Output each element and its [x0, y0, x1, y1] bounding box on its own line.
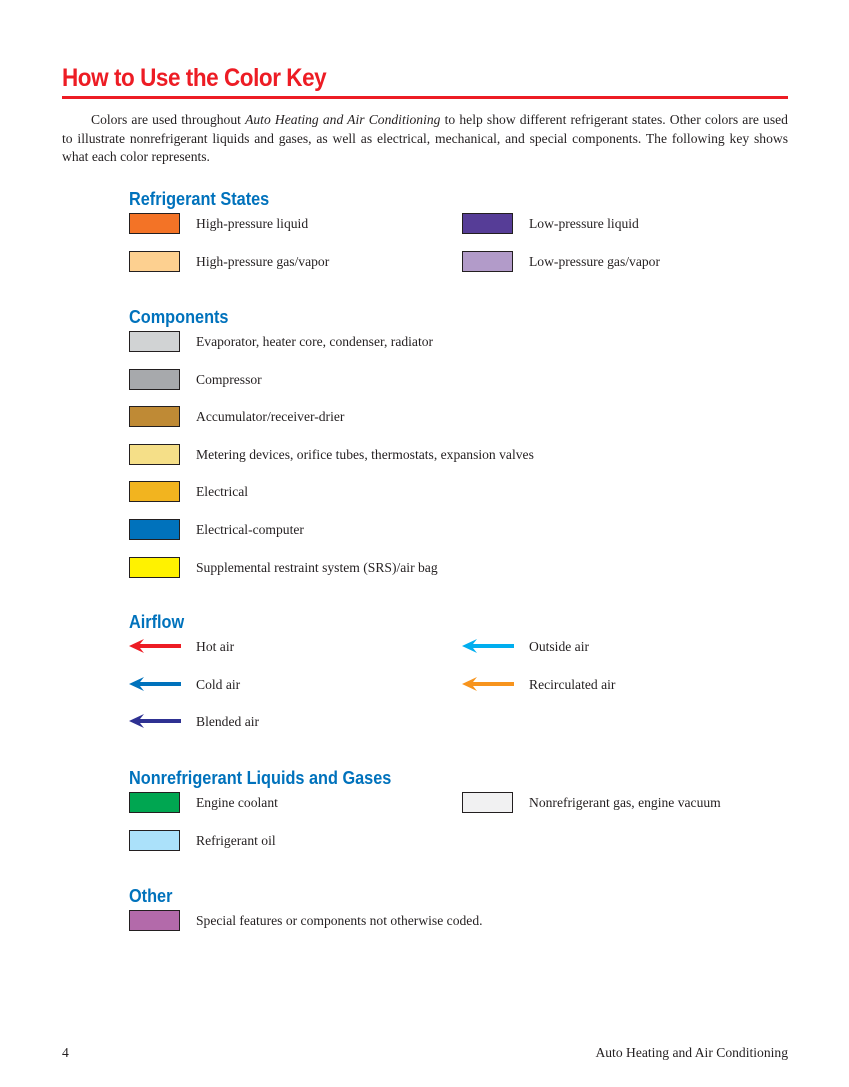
arrow-left-icon: [129, 714, 181, 729]
key-label: Electrical-computer: [196, 522, 304, 537]
intro-text: Colors are used throughout: [91, 112, 246, 127]
airflow-heading: Airflow: [129, 611, 185, 632]
title-rule: [62, 96, 788, 99]
running-footer: Auto Heating and Air Conditioning: [595, 1045, 788, 1060]
intro-text: to help show different refrigerant state…: [62, 112, 788, 164]
key-label: Compressor: [196, 371, 262, 387]
color-swatch: [462, 792, 513, 813]
key-label: Blended air: [196, 714, 260, 730]
page-number: 4: [62, 1045, 69, 1060]
color-swatch: [129, 213, 180, 234]
page-title: How to Use the Color Key: [62, 64, 327, 92]
intro-paragraph: Colors are used throughout Auto Heating …: [62, 111, 788, 167]
arrow-left-icon: [462, 639, 514, 653]
color-swatch: [129, 829, 180, 851]
key-label: Metering devices, orifice tubes, thermos…: [196, 446, 534, 462]
key-label: High-pressure liquid: [196, 216, 309, 231]
color-swatch: [129, 792, 180, 813]
key-label: Cold air: [196, 676, 241, 692]
key-label: Refrigerant oil: [196, 832, 276, 848]
color-swatch: [129, 443, 180, 465]
key-label: Recirculated air: [529, 676, 616, 692]
key-label: Low-pressure gas/vapor: [529, 253, 660, 269]
color-swatch: [462, 250, 513, 272]
key-label: Special features or components not other…: [196, 913, 483, 928]
components-heading: Components: [129, 306, 229, 327]
color-swatch: [129, 406, 180, 428]
key-label: Engine coolant: [196, 795, 278, 810]
key-label: High-pressure gas/vapor: [196, 253, 330, 269]
arrow-left-icon: [129, 639, 181, 653]
key-label: Hot air: [196, 639, 235, 654]
key-label: Nonrefrigerant gas, engine vacuum: [529, 795, 721, 810]
arrow-left-icon: [129, 676, 181, 691]
nonrefrigerant-heading: Nonrefrigerant Liquids and Gases: [129, 767, 392, 788]
other-heading: Other: [129, 885, 173, 906]
key-label: Low-pressure liquid: [529, 216, 639, 231]
color-swatch: [129, 250, 180, 272]
color-swatch: [129, 910, 180, 931]
key-label: Accumulator/receiver-drier: [196, 409, 345, 425]
color-swatch: [129, 519, 180, 540]
color-swatch: [129, 481, 180, 503]
key-label: Electrical: [196, 484, 249, 500]
key-label: Supplemental restraint system (SRS)/air …: [196, 559, 438, 575]
color-swatch: [129, 556, 180, 578]
intro-book-title: Auto Heating and Air Conditioning: [245, 112, 441, 127]
arrow-left-icon: [462, 676, 514, 691]
key-label: Evaporator, heater core, condenser, radi…: [196, 334, 434, 349]
color-swatch: [462, 213, 513, 234]
key-label: Outside air: [529, 639, 590, 654]
color-swatch: [129, 368, 180, 390]
refrigerant-heading: Refrigerant States: [129, 188, 270, 209]
color-swatch: [129, 331, 180, 352]
